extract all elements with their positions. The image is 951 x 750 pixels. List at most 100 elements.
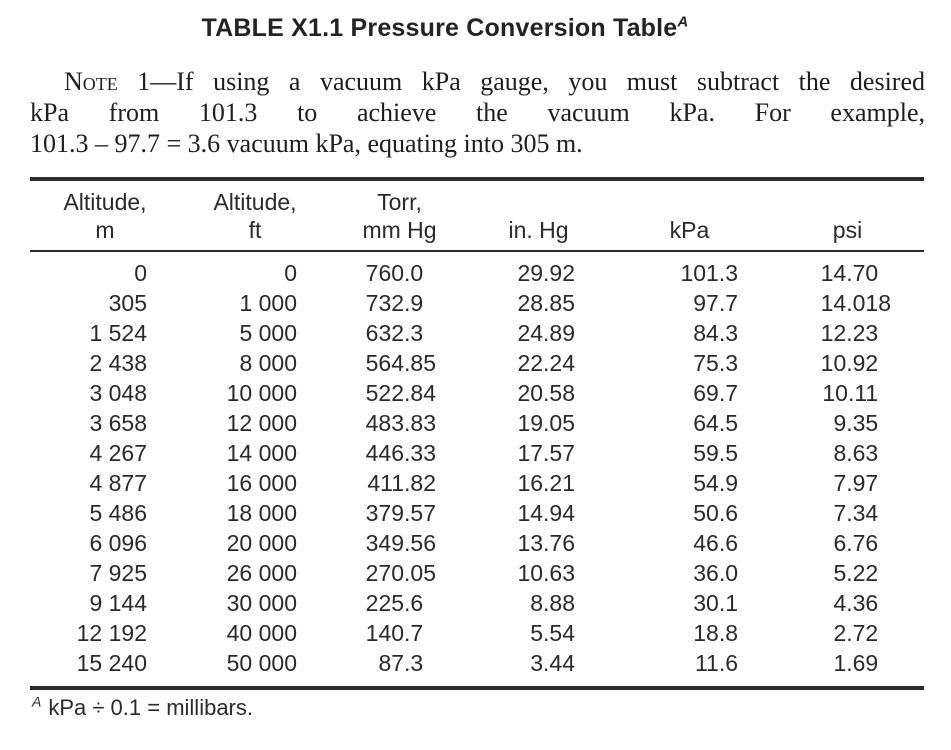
table-cell: 29.92 xyxy=(517,260,575,286)
table-cell: 349.56 xyxy=(365,530,436,556)
table-cell: 4.36 xyxy=(833,590,879,616)
table-cell: 4 877 xyxy=(89,470,147,496)
column-header-1: Altitude, ft xyxy=(213,189,297,243)
table-row: 15 240 50 000 87.3 3.44 11.6 1.69 xyxy=(30,648,924,688)
table-cell: 17.57 xyxy=(517,440,575,466)
column-header-5: psi xyxy=(832,217,863,243)
table-cell: 18 000 xyxy=(226,500,297,526)
table-cell: 87.3 xyxy=(378,650,424,676)
table-cell: 225.6 xyxy=(365,590,424,616)
table-cell: 26 000 xyxy=(226,560,297,586)
table-cell: 14 000 xyxy=(226,440,297,466)
table-cell: 12.23 xyxy=(820,320,879,346)
table-cell: 84.3 xyxy=(693,320,738,346)
table-cell: 411.82 xyxy=(367,470,436,496)
table-cell: 18.8 xyxy=(693,620,738,646)
table-cell: 270.05 xyxy=(365,560,436,586)
table-cell: 40 000 xyxy=(226,620,297,646)
table-cell: 2 438 xyxy=(89,350,147,376)
table-row: 3 048 10 000 522.84 20.58 69.7 10.11 xyxy=(30,378,924,408)
table-row: 9 144 30 000 225.6 8.88 30.1 4.36 xyxy=(30,588,924,618)
table-cell: 19.05 xyxy=(517,410,575,436)
table-cell: 10.92 xyxy=(820,350,879,376)
table-cell: 1 524 xyxy=(89,320,147,346)
note-label: Note 1 xyxy=(64,67,151,96)
table-cell: 101.3 xyxy=(680,260,738,286)
table-cell: 20 000 xyxy=(226,530,297,556)
table-cell: 0 xyxy=(284,260,297,286)
table-cell: 5.54 xyxy=(530,620,575,646)
table-cell: 1.69 xyxy=(833,650,879,676)
table-cell: 24.89 xyxy=(517,320,575,346)
table-cell: 59.5 xyxy=(693,440,738,466)
table-cell: 13.76 xyxy=(517,530,575,556)
footnote-text: kPa ÷ 0.1 = millibars. xyxy=(48,695,253,720)
table-cell: 28.85 xyxy=(517,290,575,316)
table-cell: 7 925 xyxy=(89,560,147,586)
note-1: Note 1—If using a vacuum kPa gauge, you … xyxy=(30,66,925,159)
table-row: 5 486 18 000 379.57 14.94 50.6 7.34 xyxy=(30,498,924,528)
table-row: 4 267 14 000 446.33 17.57 59.5 8.63 xyxy=(30,438,924,468)
column-header-0: Altitude, m xyxy=(63,189,147,243)
table-cell: 8.88 xyxy=(530,590,575,616)
table-row: 3 658 12 000 483.83 19.05 64.5 9.35 xyxy=(30,408,924,438)
table-cell: 3 658 xyxy=(89,410,147,436)
table-cell: 75.3 xyxy=(693,350,738,376)
table-cell: 483.83 xyxy=(365,410,436,436)
table-cell: 140.7 xyxy=(365,620,424,646)
table-cell: 8.63 xyxy=(833,440,879,466)
table-cell: 5.22 xyxy=(833,560,879,586)
table-row: 6 096 20 000 349.56 13.76 46.6 6.76 xyxy=(30,528,924,558)
table-cell: 54.9 xyxy=(693,470,738,496)
table-cell: 30.1 xyxy=(693,590,738,616)
table-cell: 3.44 xyxy=(530,650,575,676)
table-cell: 9.35 xyxy=(833,410,879,436)
table-header: Altitude, m Altitude, ft Torr, mm Hg in. Hg kPa… xyxy=(30,179,924,251)
table-cell: 7.97 xyxy=(833,470,879,496)
table-cell: 14.018 xyxy=(820,290,891,316)
table-cell: 16 000 xyxy=(226,470,297,496)
table-cell: 10.11 xyxy=(822,380,879,406)
footnote-marker: A xyxy=(32,693,42,710)
table-cell: 8 000 xyxy=(239,350,297,376)
table-cell: 7.34 xyxy=(833,500,879,526)
table-title-text: TABLE X1.1 Pressure Conversion Table xyxy=(201,14,678,42)
table-cell: 12 000 xyxy=(226,410,297,436)
pressure-conversion-table: Altitude, m Altitude, ft Torr, mm Hg in. Hg kPa… xyxy=(30,177,924,690)
table-cell: 379.57 xyxy=(365,500,436,526)
note-line-1-text: —If using a vacuum kPa gauge, you must s… xyxy=(150,67,926,96)
note-line-2: kPa from 101.3 to achieve the vacuum kPa… xyxy=(30,98,925,127)
table-cell: 97.7 xyxy=(693,290,738,316)
column-header-2: Torr, mm Hg xyxy=(362,189,437,243)
table-cell: 30 000 xyxy=(226,590,297,616)
table-cell: 10 000 xyxy=(226,380,297,406)
note-line-3: 101.3 – 97.7 = 3.6 vacuum kPa, equating … xyxy=(30,129,583,158)
table-row: 4 877 16 000 411.82 16.21 54.9 7.97 xyxy=(30,468,924,498)
table-cell: 5 000 xyxy=(239,320,297,346)
table-row: 2 438 8 000 564.85 22.24 75.3 10.92 xyxy=(30,348,924,378)
table-cell: 14.70 xyxy=(820,260,879,286)
table-cell: 20.58 xyxy=(517,380,575,406)
table-cell: 5 486 xyxy=(89,500,147,526)
table-cell: 50.6 xyxy=(693,500,738,526)
table-cell: 36.0 xyxy=(693,560,738,586)
table-cell: 9 144 xyxy=(89,590,147,616)
table-cell: 10.63 xyxy=(517,560,575,586)
table-cell: 522.84 xyxy=(365,380,436,406)
table-cell: 760.0 xyxy=(365,260,424,286)
table-cell: 0 xyxy=(134,260,147,286)
table-row: 7 925 26 000 270.05 10.63 36.0 5.22 xyxy=(30,558,924,588)
table-cell: 446.33 xyxy=(365,440,436,466)
table-cell: 632.3 xyxy=(365,320,424,346)
table-cell: 15 240 xyxy=(76,650,147,676)
table-cell: 64.5 xyxy=(693,410,738,436)
table-cell: 12 192 xyxy=(76,620,147,646)
table-cell: 22.24 xyxy=(517,350,575,376)
table-row: 0 0 760.0 29.92 101.3 14.70 xyxy=(30,251,924,288)
table-body: 0 0 760.0 29.92 101.3 14.70 305 1 000 732.9 28.85… xyxy=(30,251,924,688)
table-cell: 16.21 xyxy=(517,470,575,496)
table-row: 1 524 5 000 632.3 24.89 84.3 12.23 xyxy=(30,318,924,348)
table-cell: 46.6 xyxy=(693,530,738,556)
